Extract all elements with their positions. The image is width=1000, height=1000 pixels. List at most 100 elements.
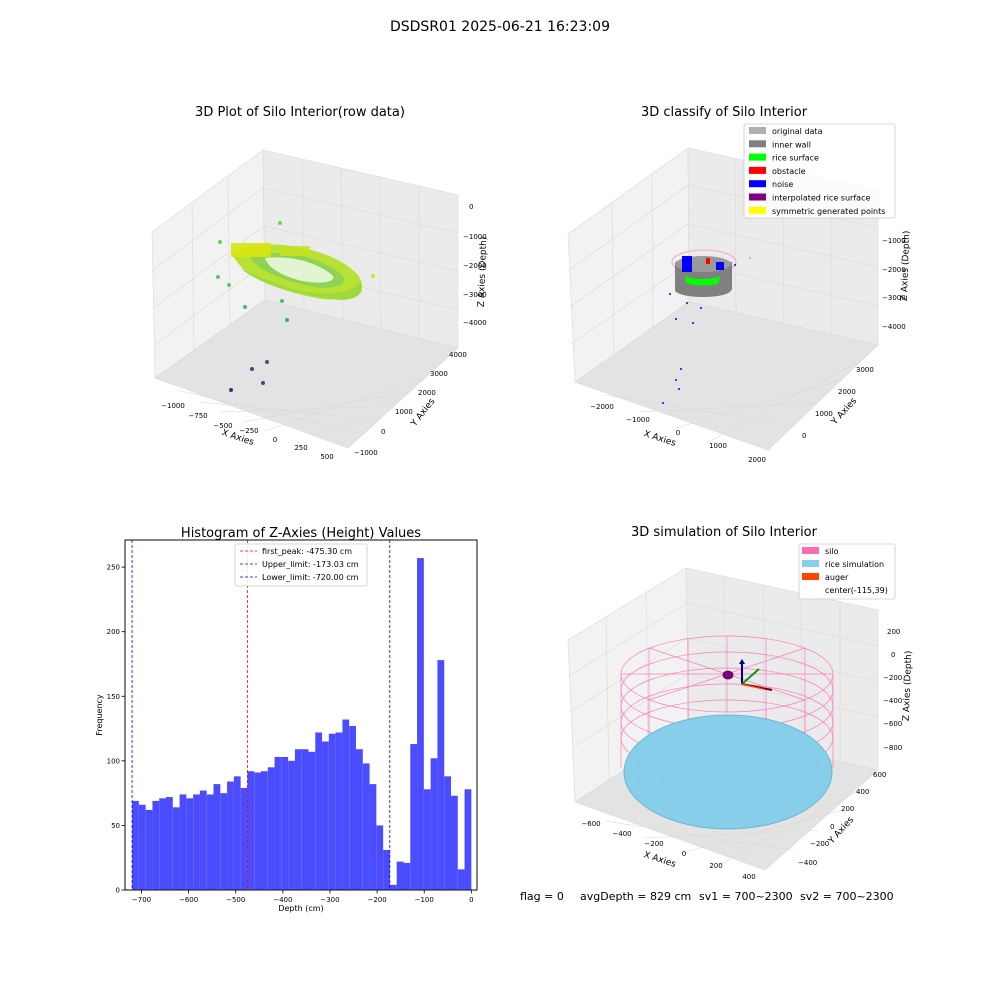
histogram-bar	[301, 749, 309, 890]
tick-label: −2000	[590, 403, 614, 411]
raw-3d-x-ticks: −1000 −750 −500 −250 0 250 500	[161, 402, 334, 461]
tick-label: 0	[891, 651, 895, 659]
classify-noise-cluster	[716, 262, 724, 270]
classify-legend-label: noise	[772, 180, 793, 189]
raw-3d-gridlines	[152, 158, 459, 435]
tick-label: −600	[883, 720, 902, 728]
histogram-bar	[362, 763, 370, 890]
histogram-bar	[193, 794, 200, 890]
histogram-reference-lines	[131, 540, 391, 890]
classify-3d-z-label: Z Axies (Depth)	[900, 231, 912, 302]
tick-label: 2000	[748, 456, 766, 464]
histogram-bar	[457, 869, 465, 890]
tick-label: −4000	[463, 319, 487, 327]
tick-label: 4000	[449, 351, 467, 359]
classify-legend-swatch	[749, 166, 766, 174]
tick-label: 0	[676, 429, 680, 437]
raw-outlier	[261, 381, 265, 385]
histogram-bar	[186, 798, 194, 890]
histogram-bar	[450, 795, 458, 890]
histogram-bar	[464, 789, 472, 890]
tick-label: −2000	[463, 262, 487, 270]
histogram-bar	[328, 733, 336, 890]
raw-3d-title: 3D Plot of Silo Interior(row data)	[195, 105, 405, 120]
histogram-bar	[349, 725, 356, 890]
classify-noise-point	[678, 388, 680, 390]
classify-noise-point	[669, 293, 671, 295]
histogram-bar	[430, 758, 438, 890]
x-tick-label: −200	[367, 896, 386, 904]
histogram-bar	[315, 732, 323, 890]
x-tick-label: 0	[469, 896, 473, 904]
histogram-bar	[322, 741, 329, 890]
histogram-bar	[172, 807, 180, 890]
classify-noise-point	[749, 257, 751, 259]
tick-label: 400	[856, 788, 869, 796]
raw-outlier	[229, 388, 233, 392]
histogram-bar	[342, 719, 350, 890]
tick-label: −1000	[161, 402, 185, 410]
classify-3d-x-ticks: −2000 −1000 0 1000 2000	[590, 403, 766, 464]
raw-3d-z-label: Z Axies (Depth)	[477, 237, 489, 308]
histogram-bar	[281, 756, 289, 890]
classify-legend-swatch	[749, 180, 766, 188]
raw-ring-top-cluster	[231, 243, 271, 257]
classify-inner-wall-bottom	[675, 283, 731, 297]
raw-ring-front-band	[240, 268, 362, 300]
simulation-3d-z-label: Z Axies (Depth)	[902, 651, 914, 722]
tick-label: −250	[239, 427, 258, 435]
classify-legend-label: inner wall	[772, 140, 811, 149]
simulation-rice-texture	[637, 723, 819, 821]
tick-label: 1000	[709, 442, 727, 450]
raw-outlier	[265, 360, 269, 364]
classify-legend-swatch	[749, 193, 766, 201]
classify-legend-swatch	[749, 206, 766, 214]
histogram-bar	[254, 772, 261, 890]
tick-label: 1000	[395, 408, 413, 416]
simulation-3d-z-ticks: 200 0 −200 −400 −600 −800	[883, 628, 902, 752]
classify-3d-gridlines	[568, 157, 879, 441]
histogram-legend-label: Lower_limit: -720.00 cm	[262, 573, 359, 582]
histogram-bar	[213, 784, 221, 890]
classify-3d-points	[662, 249, 751, 404]
classify-noise-point	[700, 307, 702, 309]
histogram-bar	[145, 809, 153, 890]
y-tick-label: 250	[107, 564, 120, 572]
histogram-bar	[220, 793, 228, 890]
histogram-bar	[199, 790, 207, 890]
simulation-legend-swatch	[802, 560, 819, 567]
simulation-rice-surface	[623, 714, 833, 830]
histogram-bar	[437, 660, 445, 890]
classify-noise-point	[675, 379, 677, 381]
x-tick-label: −700	[132, 896, 151, 904]
classify-3d-title: 3D classify of Silo Interior	[641, 105, 808, 120]
tick-label: 0	[273, 436, 277, 444]
classify-legend-swatch	[749, 140, 766, 148]
simulation-3d-title: 3D simulation of Silo Interior	[631, 525, 818, 540]
histogram-bars	[132, 558, 472, 890]
histogram-bar	[288, 760, 295, 890]
histogram-bar	[240, 787, 248, 890]
tick-label: −400	[883, 697, 902, 705]
histogram-bar	[274, 756, 282, 890]
simulation-3d-x-ticks: −600 −400 −200 0 200 400	[581, 820, 755, 881]
histogram-frame	[124, 539, 478, 891]
simulation-3d-panel: 3D simulation of Silo Interior	[567, 525, 914, 881]
histogram-bar	[267, 767, 275, 890]
tick-label: 400	[742, 873, 755, 881]
simulation-legend-label: auger	[825, 573, 849, 582]
histogram-bar	[159, 798, 166, 890]
status-avg-depth: avgDepth = 829 cm	[580, 890, 691, 903]
tick-label: 600	[873, 771, 886, 779]
histogram-bar	[389, 884, 397, 890]
histogram-bar	[294, 749, 302, 890]
histogram-legend-label: Upper_limit: -173.03 cm	[262, 560, 359, 569]
simulation-legend-box	[798, 543, 896, 600]
x-tick-label: −100	[415, 896, 434, 904]
classify-noise-point	[662, 402, 664, 404]
tick-label: 1000	[815, 410, 833, 418]
tick-label: −3000	[882, 294, 906, 302]
simulation-legend-label: rice simulation	[825, 560, 884, 569]
tick-label: −1000	[463, 233, 487, 241]
